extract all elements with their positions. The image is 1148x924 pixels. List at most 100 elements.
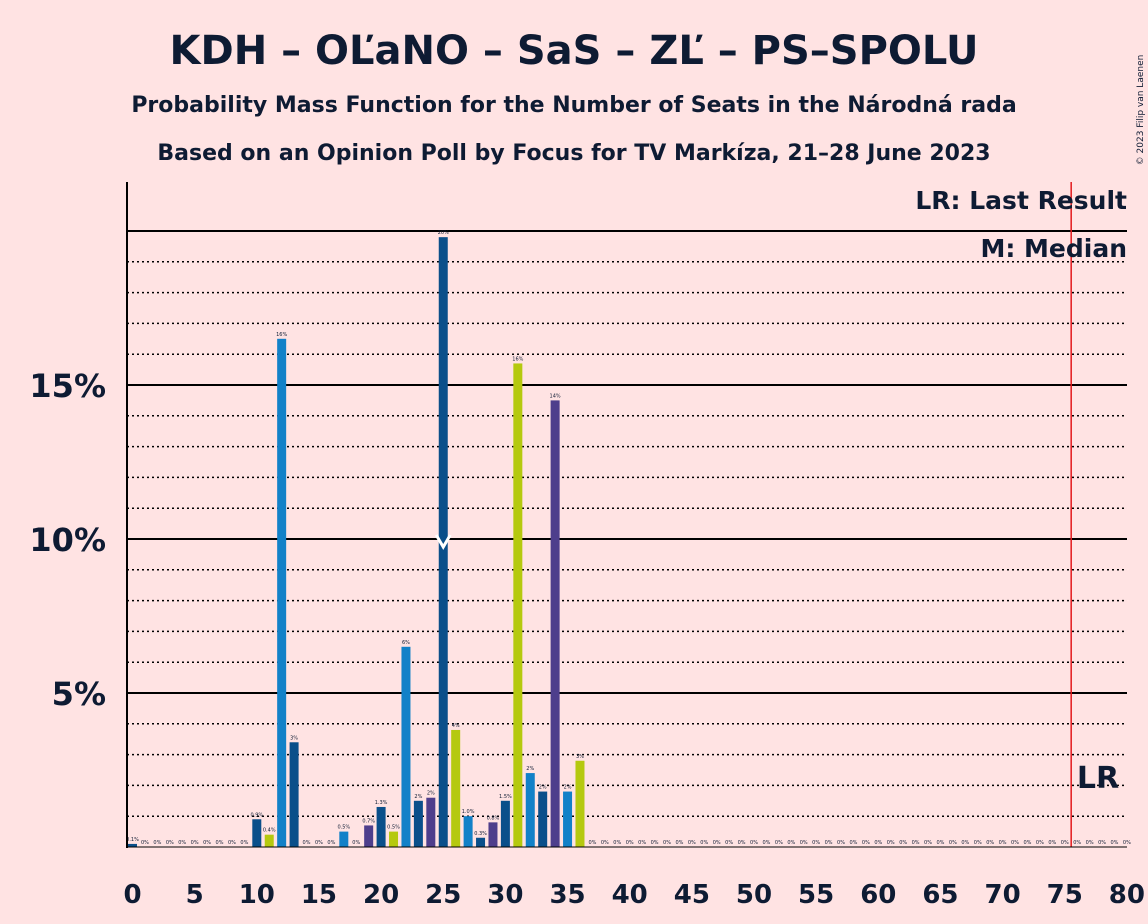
bar-label-seat-26: 4% [452,723,460,729]
bar-label-seat-20: 1.3% [375,800,388,806]
bar-label-seat-46: 0% [700,840,708,846]
bar-label-seat-77: 0% [1086,840,1094,846]
bar-label-seat-78: 0% [1098,840,1106,846]
x-tick-label: 60 [860,880,896,910]
bar-label-seat-5: 0% [191,840,199,846]
bar-label-seat-44: 0% [675,840,683,846]
bar-label-seat-73: 0% [1036,840,1044,846]
bar-label-seat-3: 0% [166,840,174,846]
bar-label-seat-34: 14% [550,393,561,399]
bar-label-seat-67: 0% [961,840,969,846]
bar-label-seat-61: 0% [887,840,895,846]
bar-seat-17 [339,831,349,847]
bar-label-seat-42: 0% [651,840,659,846]
bar-label-seat-25: 20% [438,230,449,236]
bar-label-seat-76: 0% [1073,840,1081,846]
chart-title: KDH – OĽaNO – SaS – ZĽ – PS–SPOLU [170,28,979,74]
grid [127,230,1127,817]
bar-label-seat-43: 0% [663,840,671,846]
bar-label-seat-69: 0% [986,840,994,846]
bar-label-seat-60: 0% [874,840,882,846]
bar-label-seat-19: 0.7% [362,818,375,824]
bar-label-seat-14: 0% [303,840,311,846]
bar-label-seat-48: 0% [725,840,733,846]
bar-seat-35 [563,791,573,847]
x-tick-label: 20 [363,880,399,910]
bar-label-seat-27: 1.0% [462,809,475,815]
bar-label-seat-72: 0% [1023,840,1031,846]
chart-subtitle: Probability Mass Function for the Number… [131,93,1016,118]
bar-label-seat-80: 0% [1123,840,1131,846]
bar-label-seat-47: 0% [713,840,721,846]
bar-label-seat-36: 3% [576,754,584,760]
bar-label-seat-17: 0.5% [337,825,350,831]
bar-label-seat-57: 0% [837,840,845,846]
bar-label-seat-65: 0% [936,840,944,846]
bar-label-seat-50: 0% [750,840,758,846]
bar-label-seat-70: 0% [999,840,1007,846]
bar-label-seat-31: 16% [512,356,523,362]
bar-label-seat-56: 0% [825,840,833,846]
bar-seat-32 [525,773,535,847]
bar-seat-11 [264,834,274,847]
bar-label-seat-23: 2% [414,794,422,800]
bar-label-seat-75: 0% [1061,840,1069,846]
bar-seat-27 [463,816,473,847]
bar-seat-28 [476,837,486,847]
bar-label-seat-79: 0% [1111,840,1119,846]
bar-seat-23 [413,800,423,847]
bar-seat-29 [488,822,498,847]
bar-label-seat-18: 0% [352,840,360,846]
bar-label-seat-39: 0% [613,840,621,846]
bar-seat-24 [426,797,436,847]
bar-seat-0 [128,843,137,847]
bar-seat-25 [438,237,448,847]
bar-label-seat-71: 0% [1011,840,1019,846]
bar-label-seat-28: 0.3% [474,831,487,837]
bar-label-seat-24: 2% [427,791,435,797]
bar-label-seat-54: 0% [800,840,808,846]
bar-label-seat-0: 0.1% [126,837,139,843]
y-tick-label: 15% [29,367,106,405]
bar-label-seat-4: 0% [178,840,186,846]
bar-label-seat-74: 0% [1048,840,1056,846]
bar-label-seat-8: 0% [228,840,236,846]
bar-label-seat-52: 0% [775,840,783,846]
x-tick-label: 50 [736,880,772,910]
bar-label-seat-13: 3% [290,735,298,741]
bar-label-seat-30: 1.5% [499,794,512,800]
x-tick-label: 70 [985,880,1021,910]
bar-label-seat-58: 0% [849,840,857,846]
bar-label-seat-12: 16% [276,332,287,338]
x-tick-label: 45 [674,880,710,910]
bar-label-seat-37: 0% [588,840,596,846]
bar-seat-19 [364,825,374,847]
x-tick-label: 75 [1047,880,1083,910]
bar-label-seat-9: 0% [240,840,248,846]
bar-seat-12 [277,338,287,847]
x-tick-label: 25 [425,880,461,910]
x-tick-label: 55 [798,880,834,910]
bar-seat-22 [401,646,411,847]
bar-label-seat-66: 0% [949,840,957,846]
y-tick-label: 5% [52,675,106,713]
y-tick-label: 10% [29,521,106,559]
x-tick-label: 5 [186,880,204,910]
bar-seat-33 [538,791,548,847]
bar-label-seat-59: 0% [862,840,870,846]
bar-label-seat-38: 0% [601,840,609,846]
bar-label-seat-6: 0% [203,840,211,846]
bar-seat-31 [513,363,523,847]
bar-label-seat-40: 0% [626,840,634,846]
axes: 5% 10% 15% 0 5 10 15 20 25 30 35 40 45 50 55 60 65 70 75 80 [29,182,1145,910]
x-tick-label: 0 [123,880,141,910]
bar-label-seat-22: 6% [402,640,410,646]
x-tick-label: 65 [922,880,958,910]
bar-seat-13 [289,742,299,847]
bar-seat-34 [550,400,560,847]
bar-label-seat-55: 0% [812,840,820,846]
bar-label-seat-11: 0.4% [263,828,276,834]
bar-label-seat-10: 0.9% [250,812,263,818]
